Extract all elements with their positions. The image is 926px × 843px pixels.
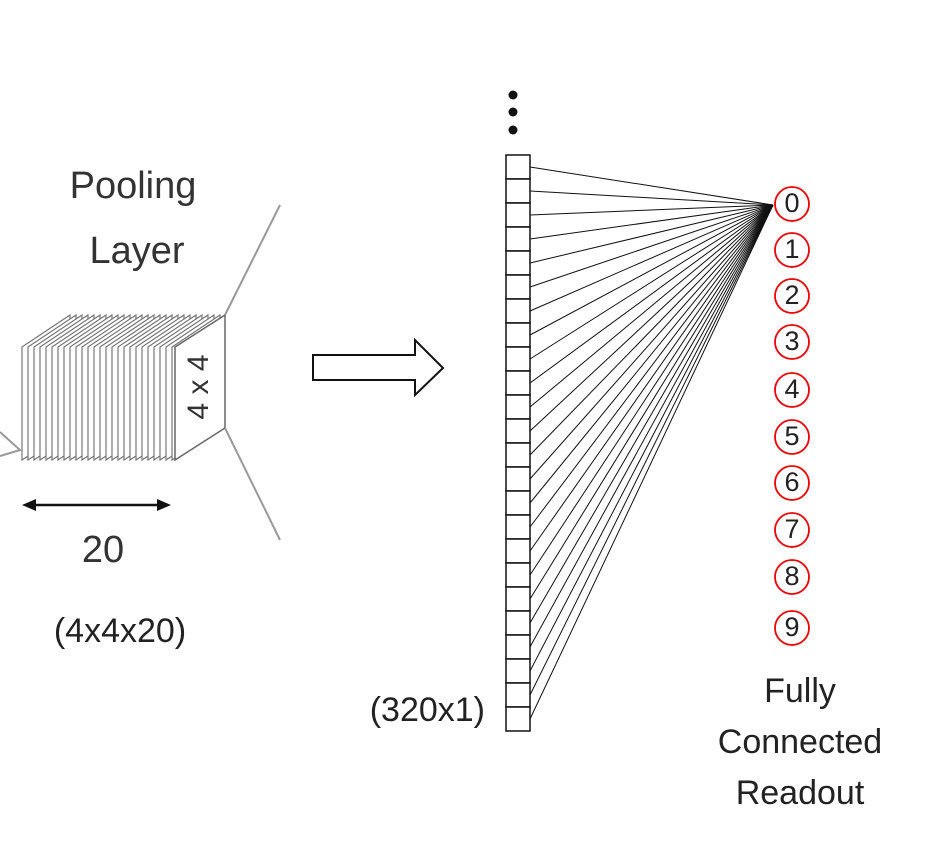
- cell: [505, 562, 531, 588]
- cell: [505, 250, 531, 276]
- cell: [505, 466, 531, 492]
- cell: [505, 226, 531, 252]
- link: [529, 204, 774, 480]
- link: [529, 204, 774, 216]
- cell: [505, 490, 531, 516]
- node-label: 3: [784, 326, 799, 356]
- link: [529, 204, 774, 648]
- node-label: 6: [784, 467, 799, 497]
- ellipsis-dot: [508, 90, 518, 100]
- arrow-head: [22, 499, 36, 511]
- node: [774, 186, 810, 222]
- links: [529, 166, 774, 720]
- cell: [505, 634, 531, 660]
- cell: [505, 418, 531, 444]
- transition-arrow: [312, 337, 445, 398]
- link: [529, 204, 774, 264]
- link: [529, 204, 774, 360]
- link: [529, 204, 774, 600]
- node-label: 5: [784, 421, 799, 451]
- link: [529, 204, 774, 384]
- cell: [505, 370, 531, 396]
- cell: [505, 442, 531, 468]
- node: [774, 232, 810, 268]
- arrow-head: [157, 499, 171, 511]
- link: [529, 204, 774, 696]
- cell: [505, 322, 531, 348]
- node-label: 1: [784, 234, 799, 264]
- node: [774, 610, 810, 646]
- node-label: 9: [784, 612, 799, 642]
- link: [529, 166, 774, 206]
- cell: [505, 586, 531, 612]
- link: [529, 204, 774, 240]
- cell: [505, 658, 531, 684]
- node-label: 2: [784, 280, 799, 310]
- flatten-shape: (320x1): [370, 691, 485, 729]
- connector: [0, 431, 22, 457]
- readout-title: Connected: [718, 723, 882, 761]
- ellipsis-dot: [508, 125, 518, 135]
- layer-title: Pooling: [70, 165, 197, 207]
- link: [529, 204, 774, 552]
- node: [774, 324, 810, 360]
- shape-label: (4x4x20): [54, 612, 186, 650]
- link: [529, 204, 774, 576]
- cell: [505, 394, 531, 420]
- cell: [505, 178, 531, 204]
- readout-title: Fully: [764, 672, 836, 710]
- link: [529, 204, 774, 504]
- node: [774, 372, 810, 408]
- link: [529, 204, 774, 288]
- link: [529, 204, 774, 312]
- link: [529, 204, 774, 672]
- link: [529, 204, 774, 456]
- cell: [505, 298, 531, 324]
- link: [529, 190, 774, 206]
- link: [529, 204, 774, 624]
- node-label: 8: [784, 561, 799, 591]
- connector: [224, 204, 281, 316]
- link: [529, 204, 774, 408]
- cell: [505, 202, 531, 228]
- node-label: 0: [784, 188, 799, 218]
- flatten-column: [505, 154, 531, 732]
- cell: [505, 538, 531, 564]
- readout-title: Readout: [736, 774, 865, 812]
- node: [774, 465, 810, 501]
- link: [529, 204, 774, 720]
- width-label: 20: [82, 529, 124, 571]
- ellipsis-dot: [508, 107, 518, 117]
- node: [774, 512, 810, 548]
- link: [529, 204, 774, 528]
- node-label: 4: [784, 374, 799, 404]
- cell: [505, 706, 531, 732]
- cell: [505, 682, 531, 708]
- cell: [505, 274, 531, 300]
- link: [529, 204, 774, 432]
- cell: [505, 514, 531, 540]
- node: [774, 419, 810, 455]
- layer-title: Layer: [89, 230, 184, 272]
- cell: [505, 154, 531, 180]
- link: [529, 204, 774, 336]
- connector: [224, 427, 281, 541]
- node-label: 7: [784, 514, 799, 544]
- node: [774, 278, 810, 314]
- cell: [505, 346, 531, 372]
- cell: [505, 610, 531, 636]
- face-label: 4 x 4: [182, 354, 215, 419]
- node: [774, 559, 810, 595]
- readout-nodes: 0 1 2 3 4 5 6 7 8 9: [774, 186, 810, 646]
